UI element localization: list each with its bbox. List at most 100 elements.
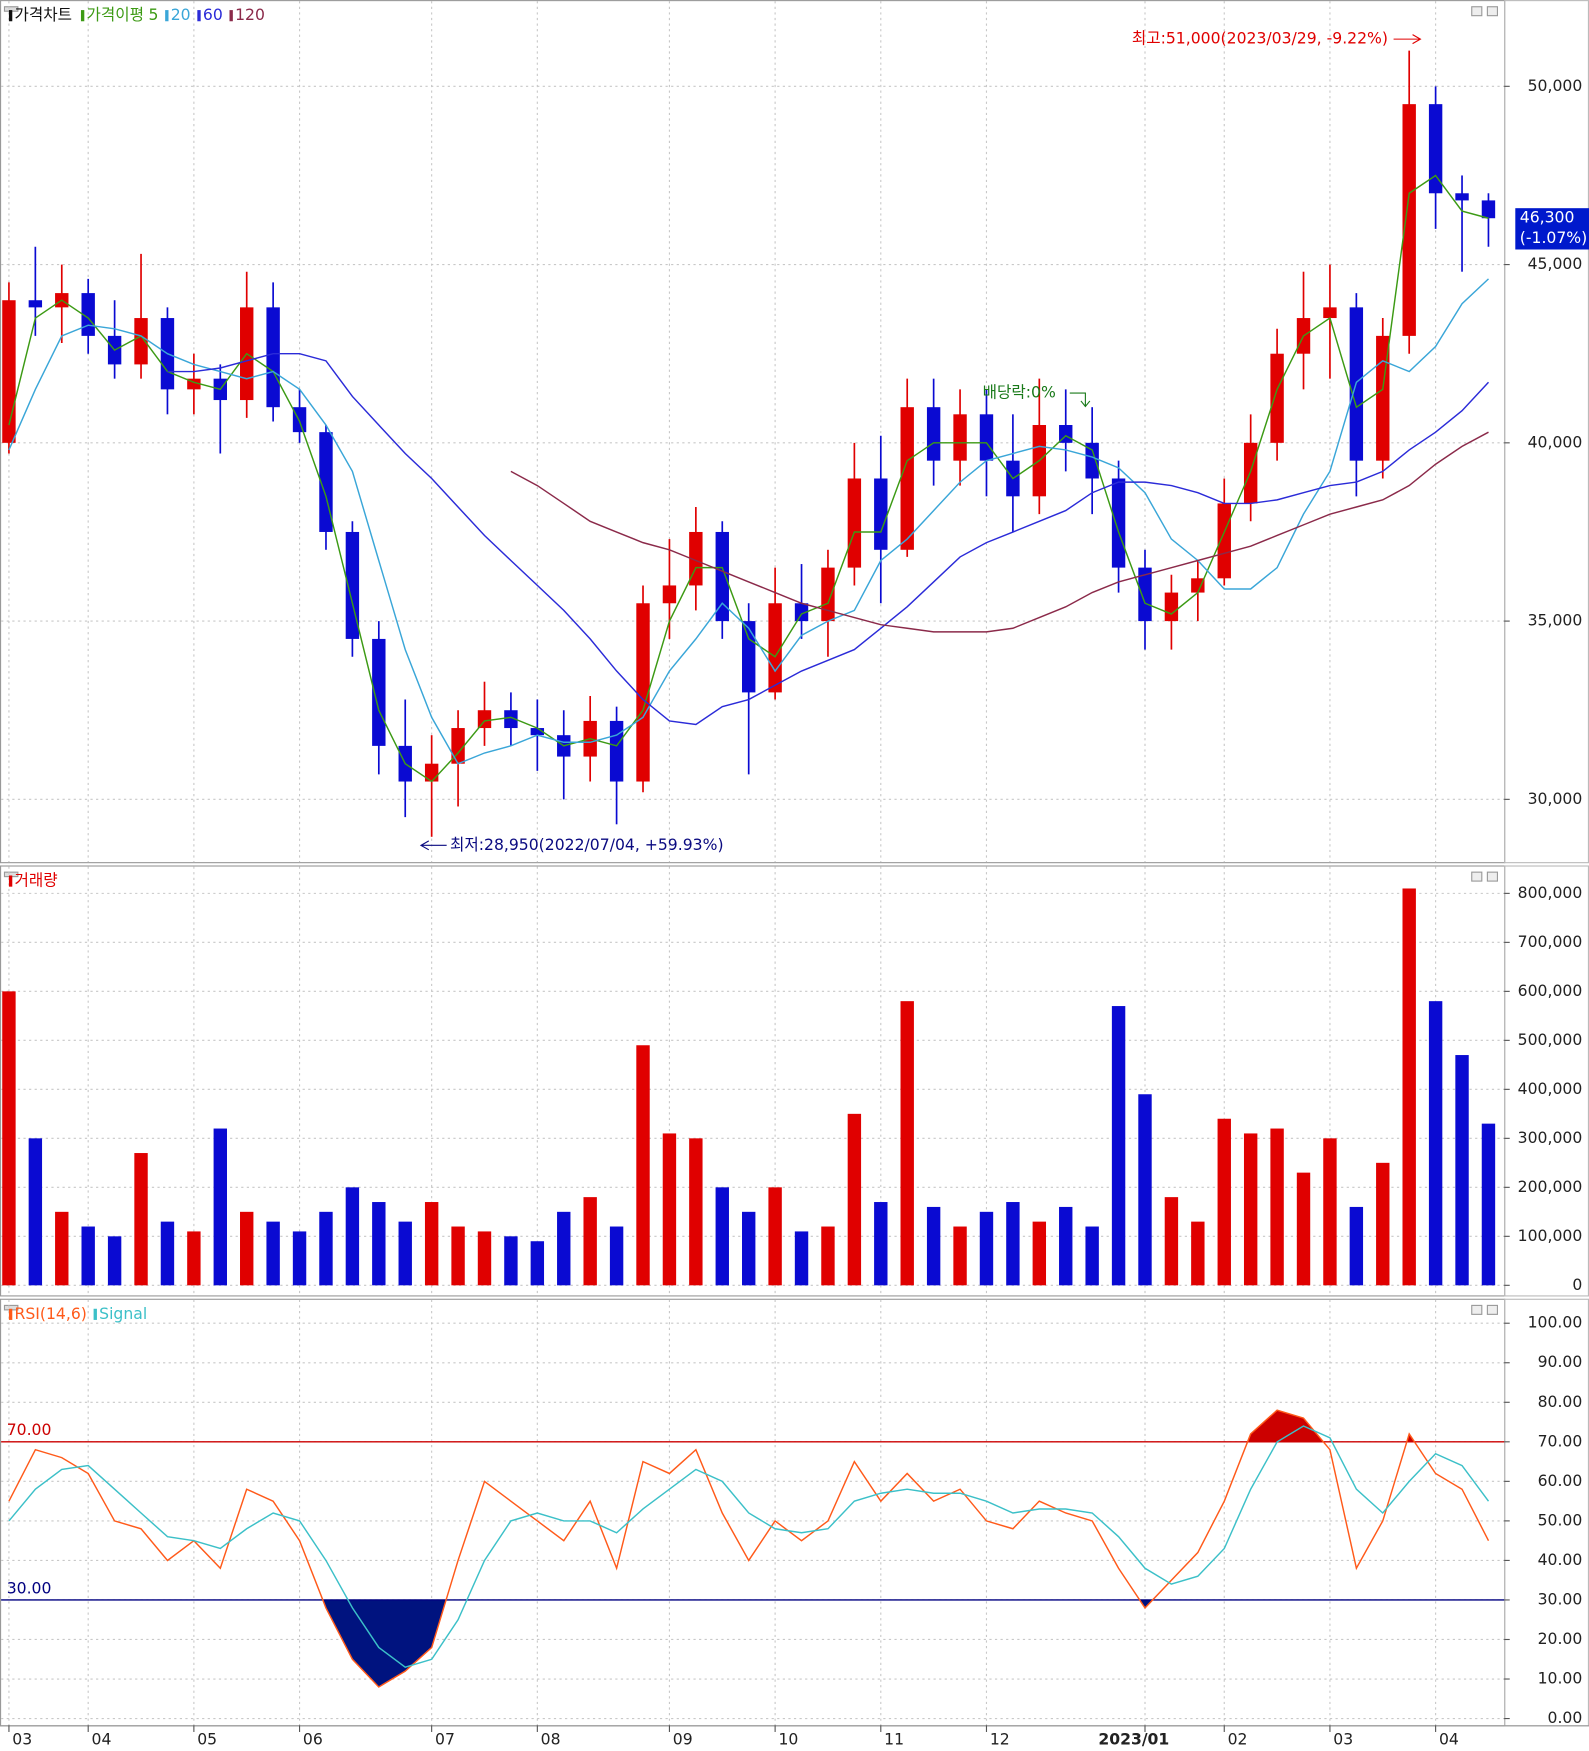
annotation-arrow bbox=[419, 840, 447, 851]
y-tick-label: 600,000 bbox=[1518, 981, 1583, 1000]
candle-body bbox=[794, 603, 809, 622]
volume-bar bbox=[1481, 1123, 1496, 1286]
x-tick-label: 09 bbox=[673, 1729, 693, 1748]
legend-label: 20 bbox=[171, 5, 191, 24]
volume-bar bbox=[741, 1211, 756, 1286]
volume-bar bbox=[689, 1138, 703, 1286]
volume-bar bbox=[1111, 1006, 1126, 1286]
candle-body bbox=[292, 407, 307, 433]
y-tick-label: 50,000 bbox=[1528, 76, 1583, 95]
last-price-box bbox=[1515, 208, 1589, 250]
annotation-arrow bbox=[1069, 392, 1091, 408]
volume-bar bbox=[530, 1241, 545, 1286]
volume-bar bbox=[266, 1221, 280, 1286]
legend-marker bbox=[93, 1308, 97, 1320]
y-tick-label: 300,000 bbox=[1518, 1128, 1583, 1147]
x-tick-label: 06 bbox=[303, 1729, 323, 1748]
candle-body bbox=[874, 478, 888, 550]
y-tick-label: 500,000 bbox=[1518, 1030, 1583, 1049]
candle-body bbox=[28, 300, 43, 308]
panel-icon bbox=[1471, 1304, 1483, 1315]
y-tick-label: 90.00 bbox=[1538, 1352, 1583, 1371]
volume-bar bbox=[583, 1197, 597, 1286]
candle-body bbox=[1217, 503, 1231, 579]
volume-bar bbox=[1032, 1221, 1047, 1286]
legend-label: Signal bbox=[99, 1304, 147, 1323]
volume-bar bbox=[636, 1045, 650, 1286]
candle-body bbox=[609, 720, 624, 782]
panel-icon bbox=[1486, 6, 1498, 17]
legend-marker bbox=[197, 10, 201, 22]
volume-bar bbox=[609, 1226, 624, 1286]
x-tick-label: 08 bbox=[541, 1729, 561, 1748]
volume-bar bbox=[1164, 1197, 1179, 1286]
candle-body bbox=[1191, 578, 1205, 593]
annotation-high: 최고:51,000(2023/03/29, -9.22%) bbox=[1132, 29, 1388, 48]
y-tick-label: 200,000 bbox=[1518, 1177, 1583, 1196]
y-tick-label: 700,000 bbox=[1518, 932, 1583, 951]
volume-bar bbox=[1243, 1133, 1258, 1286]
candle-body bbox=[1402, 104, 1416, 336]
volume-bar bbox=[1323, 1138, 1337, 1286]
y-tick-label: 35,000 bbox=[1528, 611, 1583, 630]
volume-bar bbox=[1006, 1202, 1020, 1286]
y-tick-label: 20.00 bbox=[1538, 1629, 1583, 1648]
y-tick-label: 45,000 bbox=[1528, 254, 1583, 273]
volume-bar bbox=[2, 991, 16, 1286]
legend-label: 120 bbox=[235, 5, 265, 24]
legend-marker bbox=[8, 10, 13, 22]
candle-body bbox=[530, 728, 545, 736]
volume-bar bbox=[292, 1231, 307, 1286]
y-tick-label: 80.00 bbox=[1538, 1392, 1583, 1411]
legend-marker bbox=[8, 1308, 13, 1320]
x-tick-label: 02 bbox=[1228, 1729, 1248, 1748]
x-tick-label: 2023/01 bbox=[1098, 1729, 1169, 1748]
volume-bar bbox=[1455, 1055, 1469, 1286]
last-price: 46,300 bbox=[1520, 208, 1575, 227]
candle-body bbox=[636, 603, 650, 782]
volume-bar bbox=[1376, 1162, 1390, 1286]
volume-bar bbox=[979, 1211, 994, 1286]
x-tick-label: 10 bbox=[778, 1729, 798, 1748]
candle-body bbox=[451, 728, 465, 764]
y-tick-label: 30.00 bbox=[1538, 1589, 1583, 1608]
volume-bar bbox=[55, 1211, 69, 1286]
volume-bar bbox=[451, 1226, 465, 1286]
x-tick-label: 11 bbox=[884, 1729, 904, 1748]
y-tick-label: 0.00 bbox=[1548, 1708, 1583, 1727]
volume-bar bbox=[81, 1226, 95, 1286]
annotation-arrow bbox=[1393, 34, 1422, 45]
candle-body bbox=[821, 567, 835, 622]
panel-icon bbox=[1486, 1304, 1498, 1315]
candle-body bbox=[1428, 104, 1443, 194]
legend-label: RSI(14,6) bbox=[15, 1304, 87, 1323]
volume-bar bbox=[504, 1236, 518, 1286]
volume-bar bbox=[424, 1202, 439, 1286]
volume-bar bbox=[900, 1001, 914, 1286]
candle-body bbox=[1323, 307, 1337, 319]
candle-body bbox=[847, 478, 862, 568]
volume-bar bbox=[134, 1153, 148, 1286]
last-change: (-1.07%) bbox=[1520, 228, 1587, 247]
candle-body bbox=[1138, 567, 1152, 622]
ma-line bbox=[510, 431, 1489, 633]
candle-body bbox=[266, 307, 280, 408]
legend-marker bbox=[8, 875, 13, 887]
volume-bar bbox=[821, 1226, 835, 1286]
ma-line bbox=[167, 352, 1490, 726]
candle-body bbox=[372, 638, 386, 746]
y-tick-label: 70.00 bbox=[1538, 1431, 1583, 1450]
volume-bar bbox=[874, 1202, 888, 1286]
candle-body bbox=[345, 531, 360, 639]
candle-body bbox=[134, 318, 148, 365]
volume-bar bbox=[715, 1187, 729, 1286]
y-tick-label: 400,000 bbox=[1518, 1079, 1583, 1098]
candle-body bbox=[1085, 442, 1099, 479]
legend-label: 거래량 bbox=[15, 871, 58, 890]
candle-body bbox=[900, 407, 914, 550]
legend-marker bbox=[229, 10, 233, 22]
volume-bar bbox=[953, 1226, 967, 1286]
candle-body bbox=[477, 710, 492, 729]
x-tick-label: 12 bbox=[990, 1729, 1010, 1748]
